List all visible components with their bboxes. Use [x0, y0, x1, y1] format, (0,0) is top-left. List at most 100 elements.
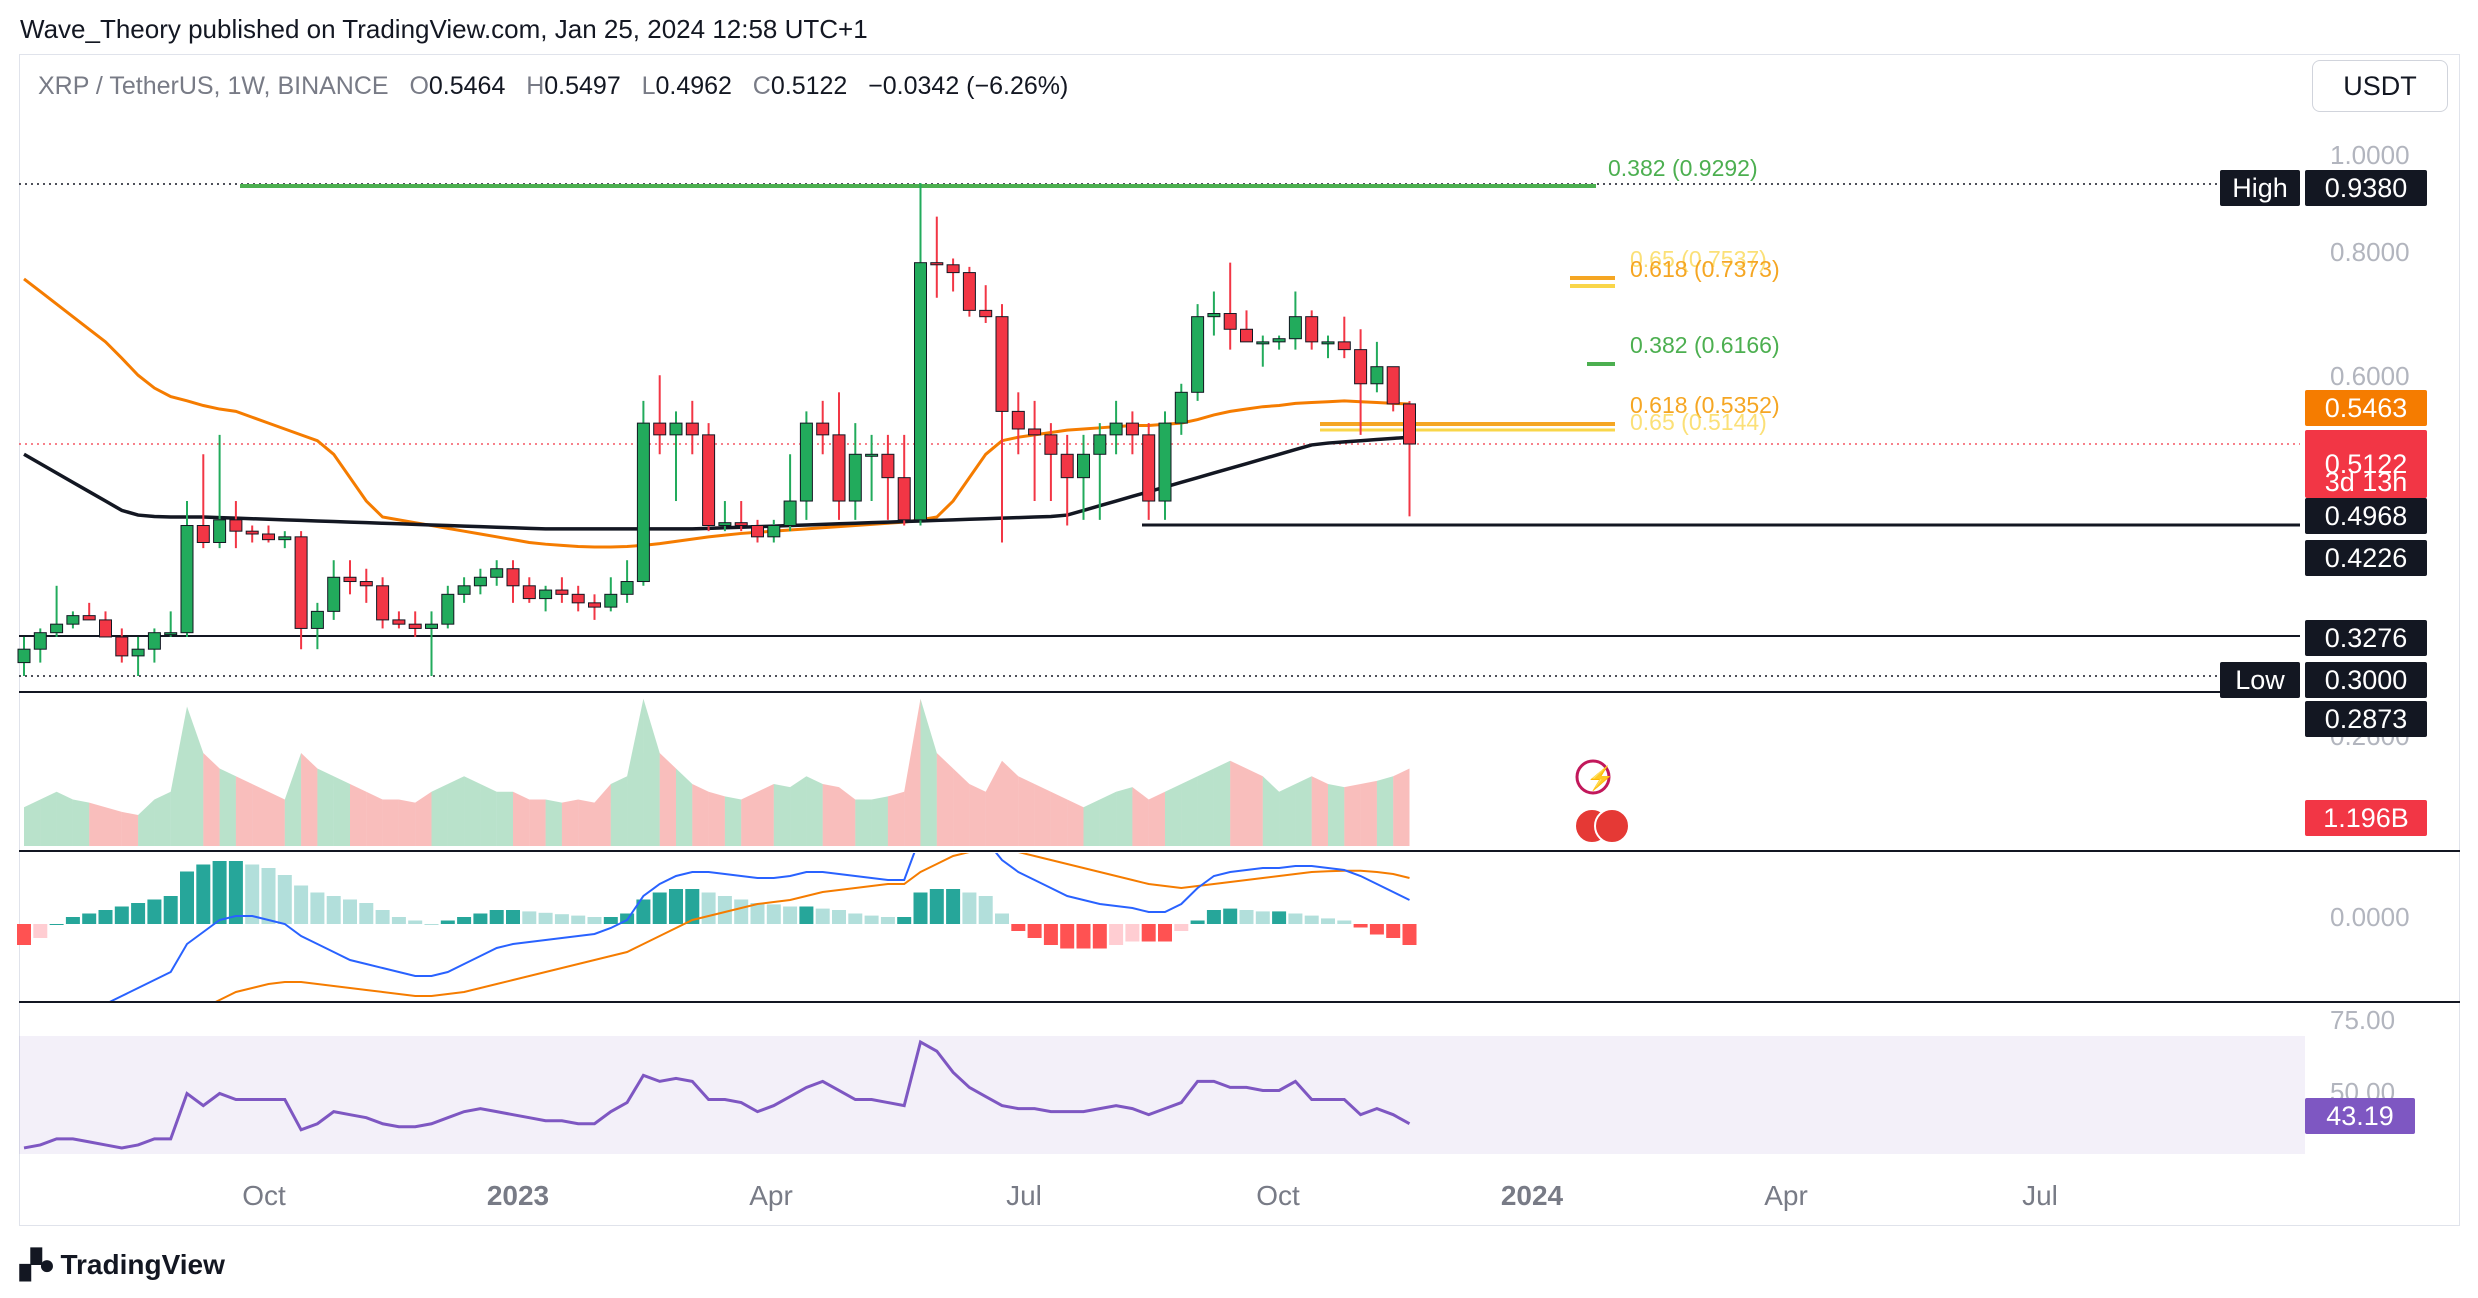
volume-segment [268, 791, 285, 846]
candle-body [327, 576, 341, 612]
candle-body [718, 522, 732, 527]
macd-bar [424, 924, 439, 925]
macd-bar [783, 906, 798, 924]
candle-body [1272, 338, 1286, 343]
volume-segment [317, 768, 334, 846]
volume-segment [464, 776, 481, 846]
candle-body [1109, 422, 1123, 436]
macd-bar [82, 913, 97, 924]
macd-bar [1011, 924, 1026, 931]
volume-segment [252, 784, 269, 846]
macd-bar [245, 864, 260, 924]
macd-bar [408, 920, 423, 924]
macd-bar [1060, 924, 1075, 949]
macd-bar [65, 917, 80, 924]
time-axis-tick: Jul [2022, 1180, 2058, 1211]
candle-body [620, 581, 634, 595]
macd-bar [832, 910, 846, 924]
rsi-band [19, 1036, 2305, 1154]
volume-tag-bg [2305, 800, 2427, 836]
candle-body [50, 623, 64, 634]
macd-bar [571, 915, 586, 924]
time-axis-tick: Jul [1006, 1180, 1042, 1211]
macd-bar [1174, 924, 1189, 931]
volume-segment [1246, 768, 1263, 846]
candle-body [799, 422, 813, 502]
volume-segment [121, 811, 139, 846]
macd-line [109, 853, 1410, 1001]
price-tag-text: 0.9380 [2325, 173, 2408, 203]
volume-segment [920, 698, 937, 846]
volume-segment [72, 799, 90, 846]
candle-body [490, 568, 504, 578]
macd-bar [1288, 913, 1303, 924]
macd-bar [473, 913, 488, 924]
volume-segment [496, 791, 513, 846]
macd-bar [1321, 918, 1335, 924]
candle-body [946, 264, 960, 274]
macd-bar [685, 889, 700, 924]
price-tag-label-bg [2220, 662, 2300, 698]
volume-segment [513, 791, 530, 846]
candle-body [1240, 328, 1253, 343]
candle-body [685, 422, 699, 436]
symbol-name[interactable]: XRP / TetherUS, 1W, BINANCE [38, 72, 389, 100]
time-axis-tick: Apr [1764, 1180, 1808, 1211]
chart-frame[interactable] [19, 54, 2460, 1226]
macd-bar [212, 861, 227, 924]
candle-body [571, 593, 585, 604]
volume-segment [1018, 776, 1035, 846]
price-tag-bg [2305, 390, 2427, 426]
price-axis-tick: 0.8000 [2330, 237, 2410, 267]
candle-body [82, 615, 96, 621]
candle-body [734, 522, 748, 527]
candle-body [1223, 313, 1237, 330]
volume-segment [350, 784, 367, 846]
macd-bar [1206, 910, 1221, 924]
macd-bar [294, 885, 309, 924]
time-axis-tick: Apr [749, 1180, 793, 1211]
candle-body [506, 568, 520, 587]
macd-bar [897, 917, 912, 924]
macd-bar [946, 889, 961, 924]
candle-body [1060, 453, 1074, 479]
close-label: C [752, 72, 771, 100]
macd-bar [880, 917, 895, 924]
macd-bar [180, 871, 194, 924]
volume-segment [936, 753, 954, 846]
volume-segment [1328, 784, 1345, 846]
macd-bar [440, 920, 455, 924]
price-tag-bg [2305, 540, 2427, 576]
tradingview-logo[interactable]: ▞● TradingView [20, 1248, 225, 1281]
candle-body [441, 593, 455, 625]
candle-body [848, 453, 862, 502]
candle-body [539, 589, 553, 600]
macd-bar [277, 875, 292, 924]
volume-segment [871, 796, 888, 846]
volume-segment [284, 753, 302, 846]
candle-body [1305, 316, 1319, 343]
macd-bar [131, 903, 146, 924]
candle-body [816, 422, 830, 436]
fib-label: 0.65 (0.7537) [1630, 246, 1767, 272]
macd-bar [261, 868, 276, 924]
candle-body [425, 623, 438, 629]
price-tag-label-text: Low [2235, 665, 2285, 695]
macd-bar [1027, 924, 1042, 938]
candle-body [376, 585, 390, 621]
candle-body [278, 536, 292, 541]
candle-body [669, 422, 683, 436]
price-tag-text: 0.4968 [2325, 501, 2408, 531]
macd-bar [343, 899, 357, 924]
candle-body [245, 530, 259, 535]
volume-segment [545, 799, 562, 846]
volume-segment [447, 776, 465, 846]
candle-body [1207, 313, 1221, 318]
volume-segment [806, 776, 823, 846]
currency-button[interactable]: USDT [2312, 60, 2448, 112]
volume-segment [89, 802, 106, 846]
macd-bar [995, 913, 1009, 924]
us-flag-icon-2 [1594, 808, 1630, 844]
low-value: 0.4962 [655, 72, 732, 100]
